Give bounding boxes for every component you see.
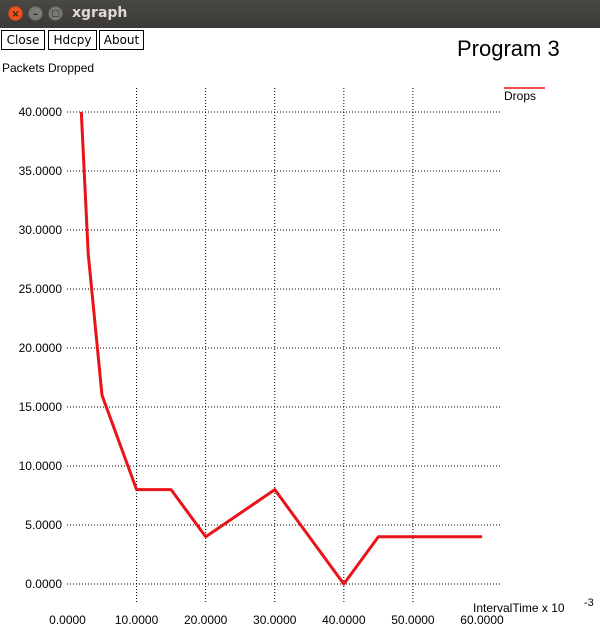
x-tick-label: 30.0000 xyxy=(253,613,297,627)
data-point xyxy=(274,489,276,491)
y-axis-label: Packets Dropped xyxy=(2,61,95,75)
x-tick-label: 50.0000 xyxy=(391,613,435,627)
data-point xyxy=(343,583,345,585)
legend-label: Drops xyxy=(504,89,536,103)
data-point xyxy=(101,394,103,396)
y-tick-label: 35.0000 xyxy=(19,164,63,178)
data-point xyxy=(481,536,483,538)
data-point xyxy=(87,253,89,255)
window-close-icon[interactable]: × xyxy=(8,6,23,21)
window-titlebar[interactable]: × – □ xgraph xyxy=(0,0,600,28)
window-minimize-icon[interactable]: – xyxy=(28,6,43,21)
y-tick-label: 10.0000 xyxy=(19,459,63,473)
close-button[interactable]: Close xyxy=(1,30,45,50)
data-point xyxy=(377,536,379,538)
hardcopy-button[interactable]: Hdcpy xyxy=(48,30,97,50)
about-button[interactable]: About xyxy=(99,30,144,50)
x-tick-label: 10.0000 xyxy=(115,613,159,627)
y-tick-label: 0.0000 xyxy=(25,577,62,591)
x-tick-label: 40.0000 xyxy=(322,613,366,627)
x-axis-label: IntervalTime x 10 xyxy=(473,601,565,615)
data-point xyxy=(80,111,82,113)
y-tick-label: 5.0000 xyxy=(25,518,62,532)
window-title: xgraph xyxy=(72,5,128,21)
data-point xyxy=(205,536,207,538)
data-point xyxy=(412,536,414,538)
y-tick-label: 40.0000 xyxy=(19,105,63,119)
y-tick-label: 30.0000 xyxy=(19,223,63,237)
y-tick-label: 25.0000 xyxy=(19,282,63,296)
x-tick-label: 0.0000 xyxy=(49,613,86,627)
x-axis-label-exponent: -3 xyxy=(584,597,594,609)
chart-title: Program 3 xyxy=(457,36,560,61)
data-point xyxy=(136,489,138,491)
data-point xyxy=(170,489,172,491)
window-maximize-icon[interactable]: □ xyxy=(48,6,63,21)
y-tick-label: 20.0000 xyxy=(19,341,63,355)
x-tick-label: 20.0000 xyxy=(184,613,228,627)
x-tick-label: 60.0000 xyxy=(460,613,504,627)
y-tick-label: 15.0000 xyxy=(19,400,63,414)
